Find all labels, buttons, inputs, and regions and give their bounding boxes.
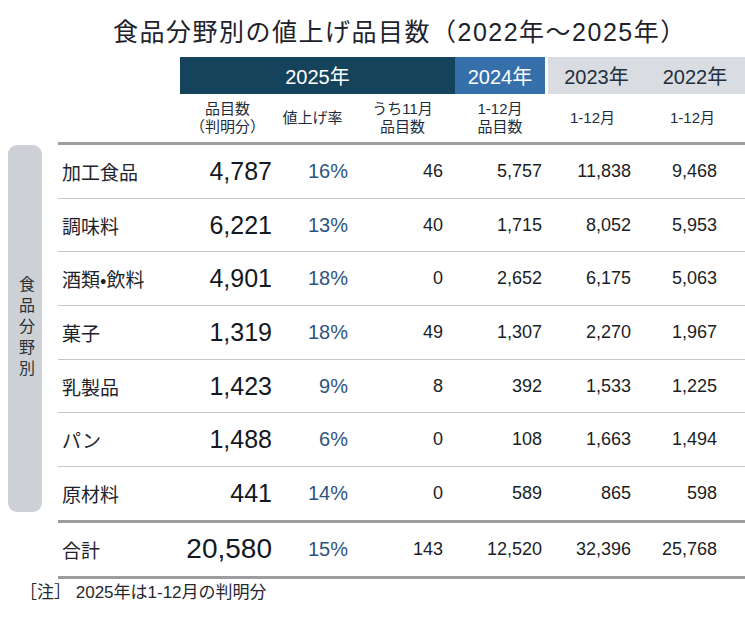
row-november: 0 <box>350 413 455 466</box>
row-category: 調味料 <box>58 199 180 252</box>
table-row: パン 1,488 6% 0 108 1,663 1,494 <box>58 412 745 466</box>
total-rate: 15% <box>275 523 350 576</box>
row-2022: 1,967 <box>640 306 745 359</box>
table-body: 加工食品 4,787 16% 46 5,757 11,838 9,468 調味料… <box>58 142 745 520</box>
row-2024: 2,652 <box>455 252 545 305</box>
category-axis-label: 食品分野別 <box>13 276 37 381</box>
row-2023: 1,663 <box>545 413 640 466</box>
column-header-2022: 1-12月 <box>640 94 745 142</box>
row-2024: 1,307 <box>455 306 545 359</box>
row-category: 加工食品 <box>58 145 180 198</box>
row-count: 4,901 <box>180 252 275 305</box>
row-category: パン <box>58 413 180 466</box>
row-2023: 2,270 <box>545 306 640 359</box>
row-category: 乳製品 <box>58 360 180 413</box>
row-2023: 1,533 <box>545 360 640 413</box>
total-label: 合計 <box>58 523 180 576</box>
table-row: 調味料 6,221 13% 40 1,715 8,052 5,953 <box>58 198 745 252</box>
row-2024: 589 <box>455 467 545 520</box>
row-2024: 392 <box>455 360 545 413</box>
column-header-count: 品目数 （判明分） <box>180 94 275 142</box>
row-november: 49 <box>350 306 455 359</box>
total-2022: 25,768 <box>640 523 745 576</box>
row-category: 菓子 <box>58 306 180 359</box>
total-2024: 12,520 <box>455 523 545 576</box>
column-header-2023: 1-12月 <box>545 94 640 142</box>
row-november: 40 <box>350 199 455 252</box>
table-row: 菓子 1,319 18% 49 1,307 2,270 1,967 <box>58 305 745 359</box>
data-table: 2025年 2024年 2023年 2022年 品目数 （判明分） 値上げ率 う… <box>58 57 745 579</box>
row-rate: 18% <box>275 306 350 359</box>
row-rate: 13% <box>275 199 350 252</box>
row-2023: 865 <box>545 467 640 520</box>
row-count: 1,488 <box>180 413 275 466</box>
row-rate: 16% <box>275 145 350 198</box>
column-header-spacer <box>58 94 180 142</box>
row-november: 8 <box>350 360 455 413</box>
row-rate: 9% <box>275 360 350 413</box>
row-november: 0 <box>350 252 455 305</box>
row-rate: 14% <box>275 467 350 520</box>
table-row: 原材料 441 14% 0 589 865 598 <box>58 466 745 520</box>
row-count: 1,319 <box>180 306 275 359</box>
row-category: 原材料 <box>58 467 180 520</box>
year-header-2022: 2022年 <box>645 61 745 90</box>
table-row: 加工食品 4,787 16% 46 5,757 11,838 9,468 <box>58 145 745 198</box>
row-rate: 18% <box>275 252 350 305</box>
year-header-2024: 2024年 <box>455 57 545 94</box>
column-header-2024: 1-12月 品目数 <box>455 94 545 142</box>
row-count: 6,221 <box>180 199 275 252</box>
row-rate: 6% <box>275 413 350 466</box>
table-row: 酒類・飲料 4,901 18% 0 2,652 6,175 5,063 <box>58 251 745 305</box>
category-axis-bar: 食品分野別 <box>8 145 42 512</box>
total-count: 20,580 <box>180 523 275 576</box>
table-row: 乳製品 1,423 9% 8 392 1,533 1,225 <box>58 359 745 413</box>
row-count: 441 <box>180 467 275 520</box>
row-category: 酒類・飲料 <box>58 252 180 305</box>
row-2022: 5,953 <box>640 199 745 252</box>
year-header-2025: 2025年 <box>180 57 455 94</box>
total-2023: 32,396 <box>545 523 640 576</box>
row-2023: 11,838 <box>545 145 640 198</box>
infographic-page: 食品分野別の値上げ品目数（2022年～2025年） 食品分野別 2025年 20… <box>0 0 745 621</box>
year-header-2023: 2023年 <box>548 61 645 90</box>
table-total-row: 合計 20,580 15% 143 12,520 32,396 25,768 <box>58 520 745 579</box>
row-2024: 108 <box>455 413 545 466</box>
total-november: 143 <box>350 523 455 576</box>
row-2022: 9,468 <box>640 145 745 198</box>
row-2023: 8,052 <box>545 199 640 252</box>
row-november: 0 <box>350 467 455 520</box>
row-2024: 5,757 <box>455 145 545 198</box>
page-title: 食品分野別の値上げ品目数（2022年～2025年） <box>113 12 687 48</box>
column-header-rate: 値上げ率 <box>275 94 350 142</box>
row-count: 4,787 <box>180 145 275 198</box>
row-2023: 6,175 <box>545 252 640 305</box>
row-2022: 1,494 <box>640 413 745 466</box>
row-november: 46 <box>350 145 455 198</box>
column-header-row: 品目数 （判明分） 値上げ率 うち11月 品目数 1-12月 品目数 1-12月… <box>58 94 745 142</box>
row-2022: 1,225 <box>640 360 745 413</box>
year-header-row: 2025年 2024年 2023年 2022年 <box>58 57 745 94</box>
year-header-past: 2023年 2022年 <box>548 57 745 94</box>
row-count: 1,423 <box>180 360 275 413</box>
column-header-november: うち11月 品目数 <box>350 94 455 142</box>
row-2022: 5,063 <box>640 252 745 305</box>
row-2024: 1,715 <box>455 199 545 252</box>
row-2022: 598 <box>640 467 745 520</box>
footnote: ［注］ 2025年は1-12月の判明分 <box>20 578 267 603</box>
